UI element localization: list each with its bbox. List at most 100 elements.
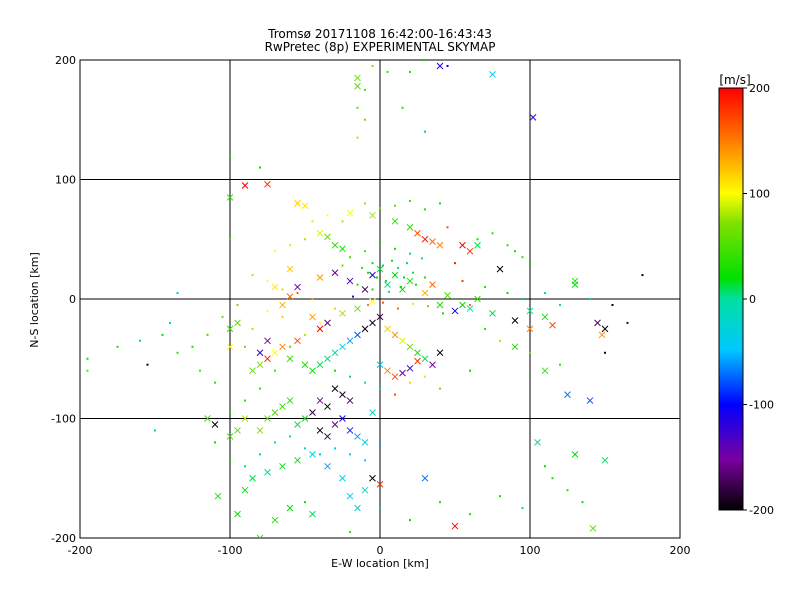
data-point-dot [154, 429, 156, 432]
data-point-cross [541, 367, 549, 375]
data-point-cross [279, 462, 286, 470]
data-point-dot [559, 303, 561, 306]
data-point-dot [506, 244, 509, 247]
data-point-dot [394, 204, 396, 207]
data-point-dot [364, 381, 366, 384]
data-point-dot [551, 477, 554, 480]
data-point-dot [229, 238, 231, 241]
data-point-dot [281, 288, 284, 291]
data-point-cross [369, 409, 376, 416]
data-point-dot [311, 220, 314, 223]
x-tick-label: 100 [520, 544, 541, 557]
data-point-dot [382, 264, 384, 267]
data-point-cross [271, 409, 279, 416]
data-point-dot [206, 333, 209, 336]
data-point-dot [296, 292, 299, 295]
data-point-cross [346, 337, 354, 345]
data-point-dot [484, 286, 486, 289]
y-tick-label: -100 [51, 413, 76, 426]
data-point-cross [234, 427, 241, 434]
data-point-cross [466, 247, 474, 255]
data-point-cross [459, 301, 466, 309]
data-point-dot [199, 369, 201, 372]
x-tick-label: 0 [377, 544, 384, 557]
data-point-dot [334, 447, 336, 450]
data-point-dot [244, 465, 246, 468]
data-point-dot [446, 226, 449, 229]
data-point-dot [274, 441, 276, 444]
y-tick-label: -200 [51, 532, 76, 545]
data-point-cross [346, 209, 354, 217]
data-point-cross [421, 355, 429, 363]
data-point-cross [309, 313, 316, 321]
data-point-dot [146, 363, 149, 366]
data-point-cross [466, 305, 474, 312]
data-point-cross [354, 433, 361, 440]
data-point-dot [334, 369, 336, 372]
x-tick-label: 200 [670, 544, 691, 557]
data-point-cross [256, 349, 264, 357]
data-point-dot [544, 292, 546, 295]
data-point-cross [361, 286, 369, 293]
data-point-cross [429, 361, 436, 369]
data-point-cross [354, 504, 361, 512]
data-point-dot [371, 262, 374, 265]
data-point-cross [309, 409, 316, 416]
data-point-cross [241, 486, 249, 494]
data-point-dot [566, 489, 569, 492]
data-point-cross [346, 427, 354, 434]
data-point-dot [244, 399, 246, 402]
data-point-cross [331, 385, 339, 392]
chart-subtitle: RwPretec (8p) EXPERIMENTAL SKYMAP [265, 40, 496, 54]
data-point-cross [339, 391, 346, 398]
data-point-dot [161, 333, 164, 336]
data-point-dot [529, 351, 531, 354]
data-point-dot [356, 283, 359, 286]
data-point-dot [385, 280, 387, 283]
data-point-cross [399, 337, 406, 345]
data-points [86, 60, 644, 538]
data-point-dot [364, 118, 366, 121]
data-point-cross [294, 337, 301, 345]
data-point-cross [324, 355, 331, 363]
data-point-dot [371, 288, 374, 291]
data-point-dot [424, 130, 426, 133]
data-point-dot [400, 286, 402, 289]
data-point-dot [379, 244, 381, 247]
data-point-dot [415, 283, 417, 286]
data-point-dot [446, 64, 449, 67]
data-point-cross [279, 301, 286, 309]
data-point-cross [226, 194, 234, 201]
data-point-cross [421, 289, 429, 297]
data-point-cross [414, 357, 421, 365]
data-point-cross [354, 305, 361, 312]
colorbar [718, 87, 744, 511]
data-point-dot [439, 202, 441, 205]
data-point-cross [309, 367, 316, 375]
data-point-dot [491, 232, 494, 235]
data-point-dot [341, 264, 344, 267]
data-point-cross [286, 293, 294, 300]
data-point-cross [601, 325, 609, 333]
data-point-dot [476, 238, 479, 241]
data-point-cross [316, 397, 324, 404]
data-point-dot [521, 507, 524, 510]
data-point-cross [549, 321, 556, 329]
data-point-cross [264, 180, 271, 188]
data-point-dot [409, 381, 411, 384]
data-point-cross [226, 343, 234, 351]
data-point-cross [211, 421, 219, 428]
data-point-cross [354, 74, 361, 82]
data-point-dot [641, 274, 644, 277]
colorbar-tick-label: 0 [749, 293, 756, 306]
data-point-dot [289, 345, 291, 348]
data-point-dot [499, 339, 501, 342]
data-point-dot [251, 327, 254, 330]
data-point-dot [367, 271, 369, 274]
data-point-dot [397, 307, 399, 310]
chart-title: Tromsø 20171108 16:42:00-16:43:43 [267, 27, 492, 41]
data-point-dot [394, 393, 396, 396]
data-point-dot [424, 276, 426, 279]
y-axis-label: N-S location [km] [28, 252, 41, 348]
